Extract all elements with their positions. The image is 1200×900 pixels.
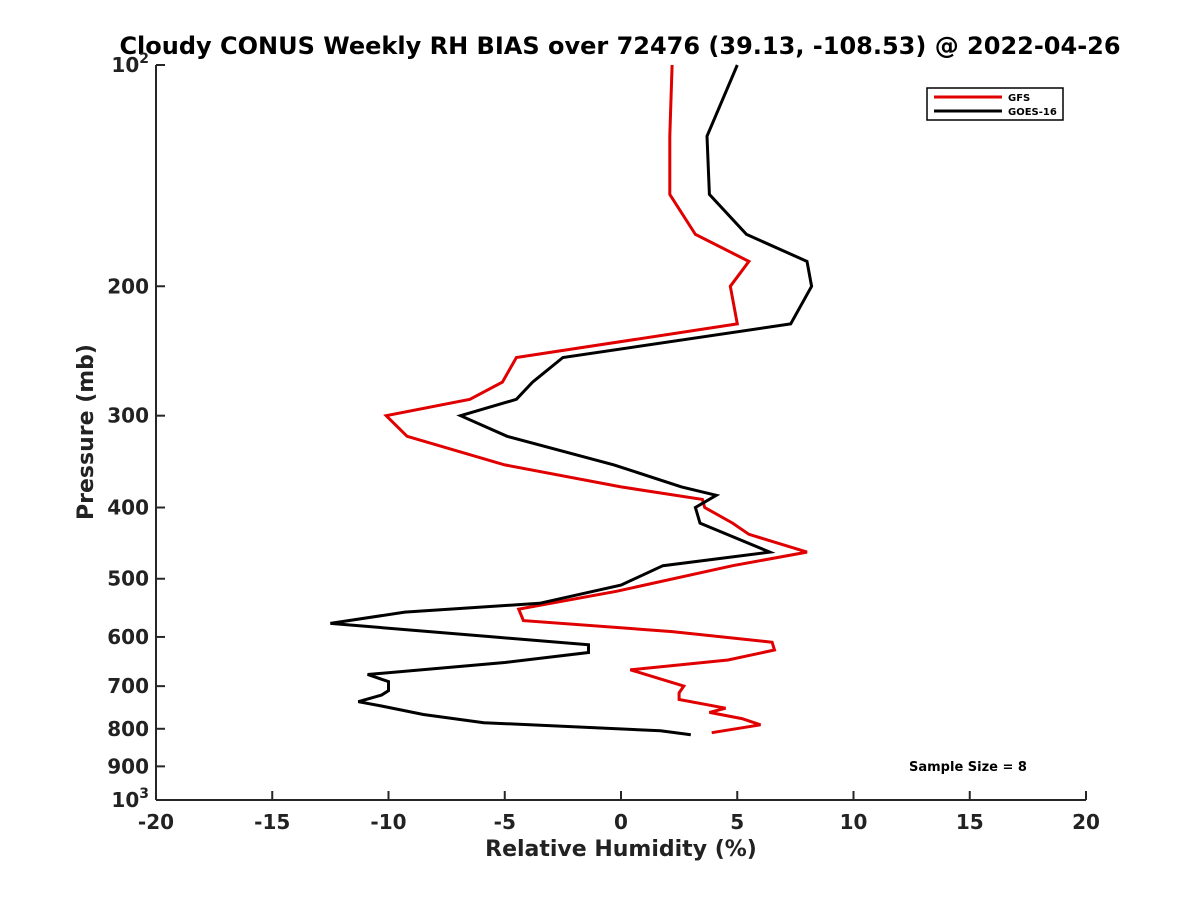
y-tick-label: 200 — [107, 274, 149, 298]
y-tick-label: 103 — [111, 786, 149, 812]
y-tick-label: 600 — [107, 625, 149, 649]
y-tick-label: 800 — [107, 717, 149, 741]
x-tick-label: -15 — [254, 810, 290, 834]
x-tick-label: -10 — [370, 810, 406, 834]
y-tick-label: 700 — [107, 674, 149, 698]
y-tick-label: 900 — [107, 754, 149, 778]
y-tick-label-exponent: 2 — [139, 51, 149, 67]
legend-label: GOES-16 — [1008, 107, 1057, 118]
y-tick-label: 300 — [107, 404, 149, 428]
y-axis-label: Pressure (mb) — [74, 344, 99, 520]
x-tick-label: 5 — [730, 810, 744, 834]
legend-box — [926, 87, 1064, 121]
series-line-gfs — [383, 64, 808, 735]
y-tick-label-exponent: 3 — [139, 786, 149, 802]
y-tick-label-base: 10 — [111, 788, 139, 812]
plot-area — [155, 65, 1086, 801]
x-tick-label: 0 — [614, 810, 628, 834]
legend-label: GFS — [1008, 93, 1030, 104]
series-layer — [330, 64, 814, 737]
y-tick-label: 102 — [111, 51, 149, 77]
chart-title: Cloudy CONUS Weekly RH BIAS over 72476 (… — [119, 32, 1120, 60]
series-line-goes-16 — [330, 64, 814, 737]
x-axis-ticks: -20 -15 -10 -5 0 5 10 15 20 — [138, 791, 1100, 834]
x-tick-label: -20 — [138, 810, 174, 834]
y-tick-label-base: 10 — [111, 53, 139, 77]
y-tick-label: 500 — [107, 567, 149, 591]
x-tick-label: -5 — [494, 810, 516, 834]
x-tick-label: 10 — [840, 810, 868, 834]
x-axis-label: Relative Humidity (%) — [485, 837, 757, 862]
sample-size-annotation: Sample Size = 8 — [909, 760, 1027, 775]
y-tick-label: 400 — [107, 496, 149, 520]
x-tick-label: 15 — [956, 810, 984, 834]
x-tick-label: 20 — [1072, 810, 1100, 834]
legend: GFS GOES-16 — [926, 87, 1064, 121]
